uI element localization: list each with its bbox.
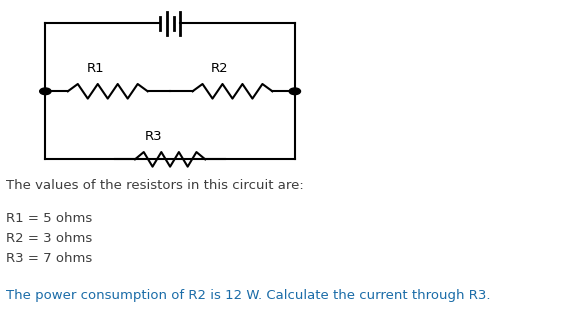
Text: The values of the resistors in this circuit are:: The values of the resistors in this circ… [6, 179, 303, 192]
Text: R2: R2 [211, 62, 229, 75]
Text: The power consumption of R2 is 12 W. Calculate the current through R3.: The power consumption of R2 is 12 W. Cal… [6, 289, 490, 302]
Text: R1 = 5 ohms: R1 = 5 ohms [6, 212, 92, 225]
Circle shape [40, 88, 51, 95]
Text: R2 = 3 ohms: R2 = 3 ohms [6, 232, 92, 245]
Text: R3: R3 [144, 130, 162, 143]
Text: R1: R1 [86, 62, 104, 75]
Circle shape [289, 88, 301, 95]
Text: R3 = 7 ohms: R3 = 7 ohms [6, 252, 92, 265]
